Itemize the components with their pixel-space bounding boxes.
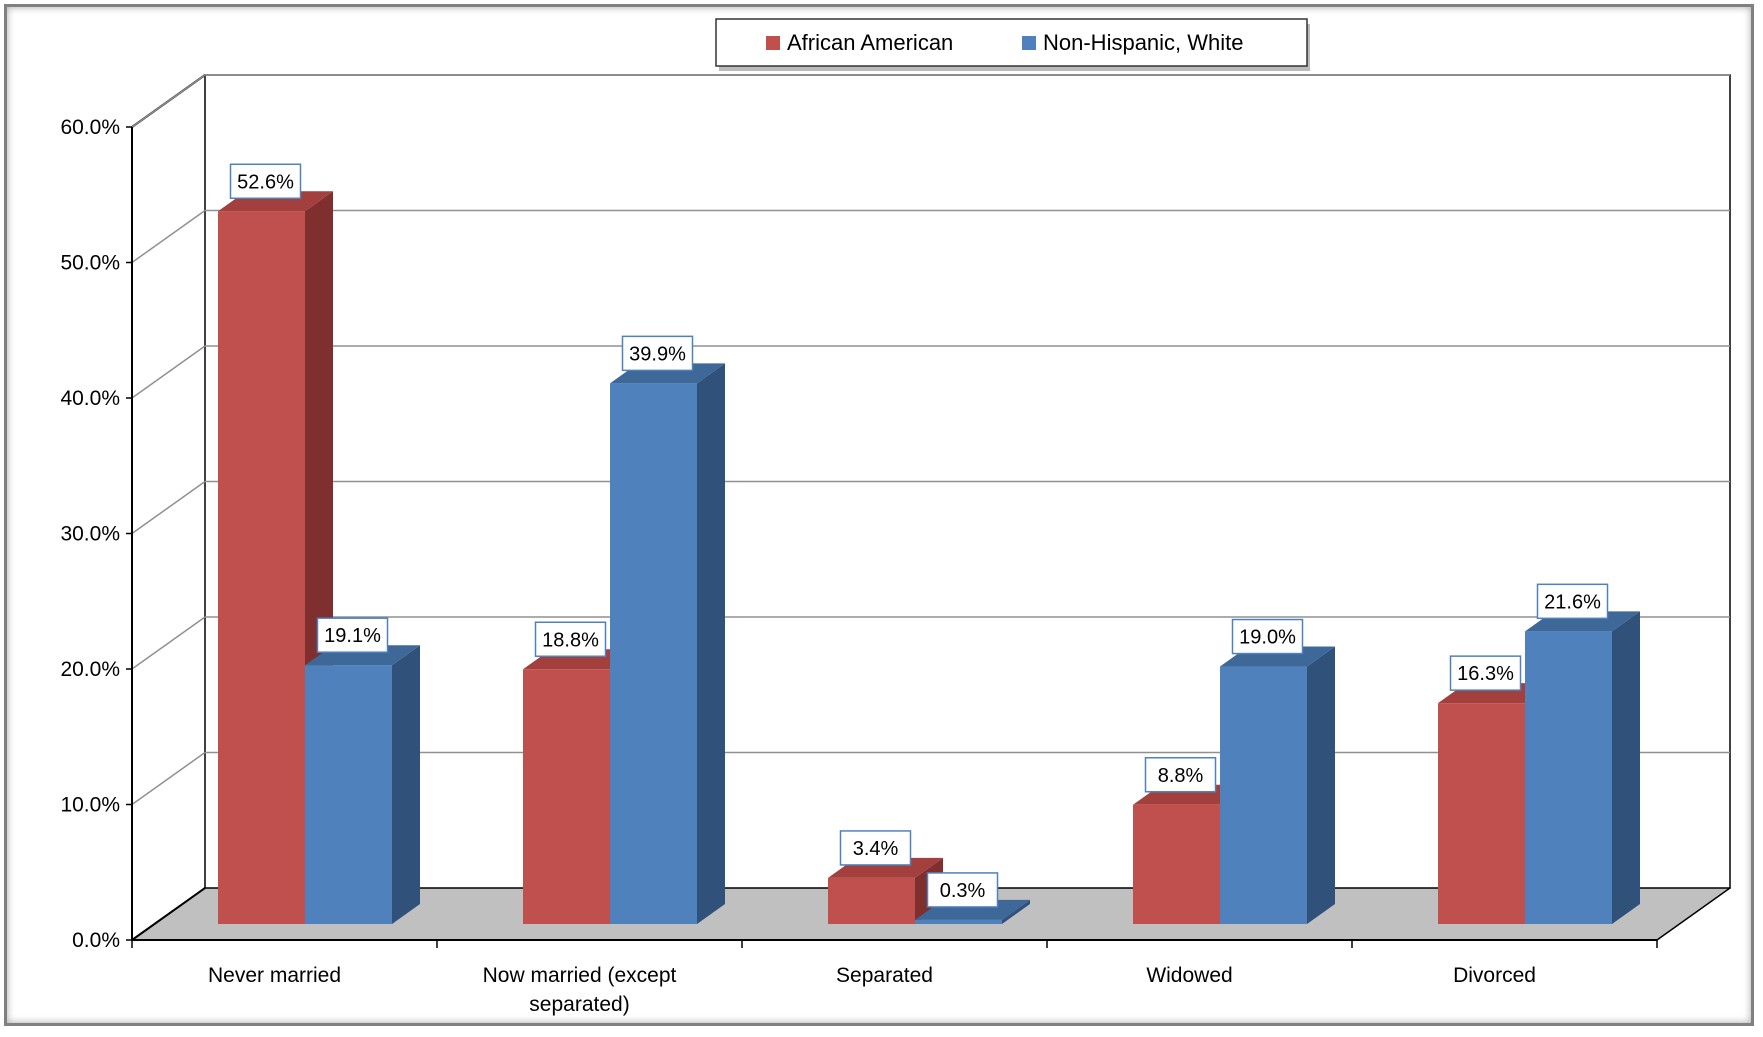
y-tick-label: 20.0% [60,658,120,681]
bar [828,877,915,924]
data-label-box [1449,655,1522,691]
data-labels: 52.6% 19.1% 18.8% 39.9% 3.4% 0.3% 8.8% 19.0% 16.… [229,163,1609,908]
data-label: 18.8% [542,629,599,651]
bar-side [392,645,420,924]
gridline-side [131,345,206,399]
gridline-side [131,209,206,264]
data-label-box [621,335,694,372]
legend-label: African American [787,30,953,55]
legend-swatch [1022,36,1036,50]
y-tick-label: 60.0% [60,116,120,139]
y-tick-label: 50.0% [60,252,120,275]
y-tick-label: 10.0% [60,794,120,817]
gridline-side [131,616,206,670]
bar [218,211,305,924]
x-tick-label: separated) [529,993,629,1016]
data-label: 39.9% [629,343,686,365]
x-tick-label: Divorced [1453,964,1536,987]
x-tick-label: Now married (except [483,964,677,987]
x-axis-labels: Never married Now married (except separate… [208,964,1536,1016]
bar [915,919,1002,924]
data-label-box [316,617,389,653]
data-label: 3.4% [853,838,899,860]
x-tick-label: Widowed [1146,964,1232,987]
x-tick-label: Never married [208,964,341,987]
data-label-box [534,621,607,658]
bar [610,383,697,925]
gridline-side [131,74,206,128]
legend-label: Non-Hispanic, White [1043,30,1244,55]
data-label: 0.3% [940,880,986,902]
data-label: 16.3% [1457,663,1514,685]
data-label-box [1144,757,1217,793]
data-label-box [926,872,999,908]
floor-right-edge [1656,887,1731,941]
legend-box [715,18,1308,67]
data-label-box [229,163,302,200]
bar-side [697,363,725,925]
bar-side [1612,611,1640,924]
y-tick-label: 0.0% [72,929,120,952]
legend-swatch [766,36,780,50]
bar [1220,666,1307,924]
data-label: 21.6% [1544,591,1601,613]
data-label: 8.8% [1158,765,1204,787]
gridline-side [131,480,206,535]
floor-left-edge [131,887,206,941]
gridlines [131,74,1730,806]
bar [523,669,610,924]
data-label: 52.6% [237,171,294,193]
data-label: 19.1% [324,625,381,647]
bar [1438,703,1525,924]
bar [1525,631,1612,924]
data-label-box [1536,583,1609,620]
legend: African American Non-Hispanic, White [715,18,1310,71]
bar [1133,804,1220,924]
data-label-box [1231,618,1304,655]
data-label-box [839,830,912,866]
bar-side [1002,899,1030,924]
x-tick-label: Separated [836,964,933,987]
y-axis-ticks: 0.0% 10.0% 20.0% 30.0% 40.0% 50.0% 60.0% [60,116,132,952]
data-label: 19.0% [1239,627,1296,649]
y-tick-label: 40.0% [60,387,120,410]
bar-side [1307,646,1335,924]
y-tick-label: 30.0% [60,523,120,546]
gridline-side [131,751,206,806]
bar [305,665,392,924]
